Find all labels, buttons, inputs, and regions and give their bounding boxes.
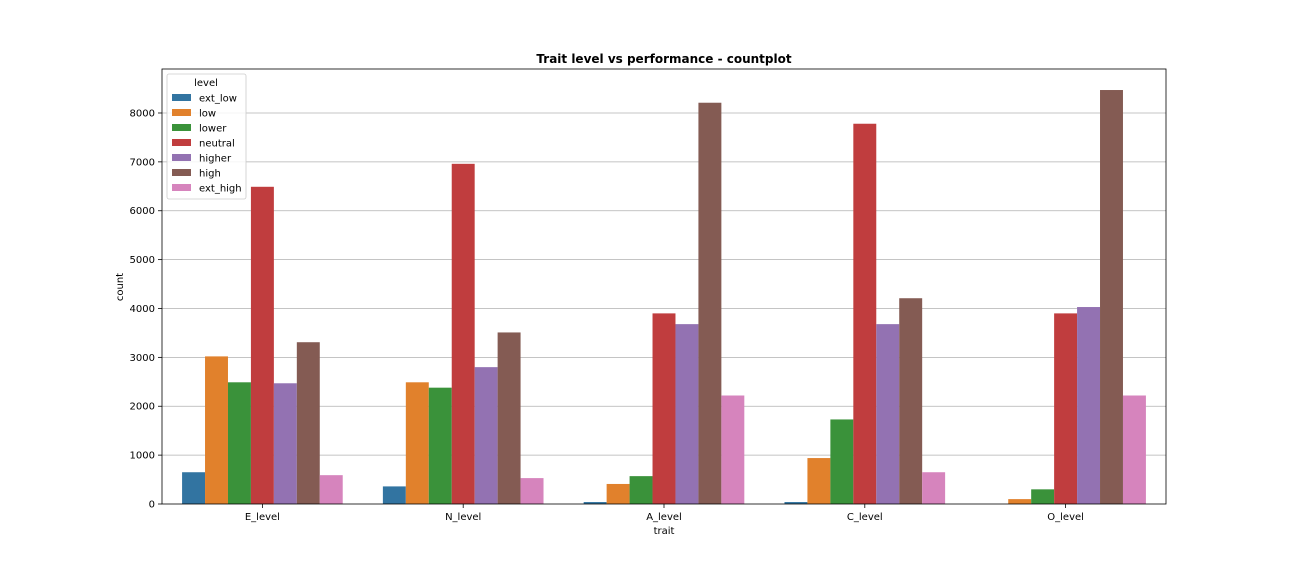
bar-A_level-high [698, 102, 722, 504]
legend: level ext_lowlowlowerneutralhigherhighex… [166, 73, 247, 200]
y-tick-label: 4000 [130, 304, 155, 315]
bars [182, 90, 1146, 505]
bar-N_level-ext_low [382, 486, 406, 504]
legend-title: level [194, 78, 218, 89]
chart-title: Trait level vs performance - countplot [536, 52, 791, 66]
bar-E_level-lower [227, 382, 251, 504]
x-axis-label: trait [654, 526, 675, 537]
bar-C_level-higher [876, 324, 900, 504]
bar-O_level-high [1100, 90, 1123, 505]
bar-C_level-neutral [853, 123, 877, 504]
bar-E_level-high [296, 342, 320, 504]
bar-E_level-ext_high [319, 475, 343, 504]
y-tick-label: 8000 [130, 108, 155, 119]
legend-swatch-lower [172, 124, 191, 131]
bar-E_level-higher [273, 383, 297, 504]
legend-box [166, 73, 247, 200]
bar-N_level-ext_high [520, 478, 544, 504]
bar-O_level-lower [1031, 489, 1055, 504]
legend-swatch-ext_low [172, 94, 191, 101]
bar-O_level-ext_high [1122, 395, 1146, 504]
x-tick-label-O_level: O_level [1047, 512, 1084, 523]
y-tick-label: 6000 [130, 206, 155, 217]
bar-N_level-higher [474, 367, 498, 504]
legend-label-lower: lower [199, 124, 227, 135]
y-tick-label: 1000 [130, 451, 155, 462]
bar-C_level-ext_high [922, 472, 946, 504]
legend-label-neutral: neutral [199, 139, 235, 150]
bar-O_level-higher [1077, 307, 1101, 504]
legend-label-high: high [199, 169, 221, 180]
bar-A_level-low [606, 483, 630, 504]
bar-A_level-higher [675, 324, 699, 504]
bar-C_level-low [807, 458, 831, 504]
bar-A_level-ext_high [721, 395, 745, 504]
bar-C_level-ext_low [784, 502, 808, 504]
legend-label-ext_high: ext_high [199, 184, 242, 195]
x-tick-label-C_level: C_level [847, 512, 883, 523]
legend-swatch-ext_high [172, 184, 191, 191]
x-tick-label-E_level: E_level [245, 512, 280, 523]
x-ticks: E_level N_level A_level C_level O_level [245, 504, 1084, 523]
bar-O_level-low [1008, 499, 1032, 504]
x-tick-label-A_level: A_level [646, 512, 682, 523]
bar-E_level-neutral [250, 186, 274, 505]
bar-N_level-lower [428, 387, 452, 504]
bar-E_level-ext_low [182, 472, 206, 504]
legend-swatch-high [172, 169, 191, 176]
bar-O_level-neutral [1054, 313, 1078, 504]
y-tick-label: 3000 [130, 353, 155, 364]
y-tick-label: 7000 [130, 157, 155, 168]
y-tick-label: 2000 [130, 402, 155, 413]
bar-N_level-neutral [451, 163, 475, 504]
bar-A_level-ext_low [583, 502, 607, 504]
bar-N_level-high [497, 332, 521, 504]
legend-label-higher: higher [199, 154, 232, 165]
legend-swatch-higher [172, 154, 191, 161]
y-tick-label: 5000 [130, 255, 155, 266]
bar-N_level-low [405, 382, 429, 504]
y-axis-label: count [115, 273, 126, 301]
legend-swatch-neutral [172, 139, 191, 146]
bar-E_level-low [205, 356, 228, 504]
bar-A_level-neutral [652, 313, 676, 504]
bar-C_level-lower [830, 419, 854, 504]
y-ticks: 0 1000 2000 3000 4000 5000 6000 7000 8000 [130, 108, 162, 511]
legend-label-low: low [199, 109, 216, 120]
x-tick-label-N_level: N_level [445, 512, 481, 523]
legend-swatch-low [172, 109, 191, 116]
y-tick-label: 0 [149, 500, 155, 511]
legend-label-ext_low: ext_low [199, 94, 237, 105]
bar-C_level-high [899, 298, 923, 504]
bar-A_level-lower [629, 476, 653, 504]
